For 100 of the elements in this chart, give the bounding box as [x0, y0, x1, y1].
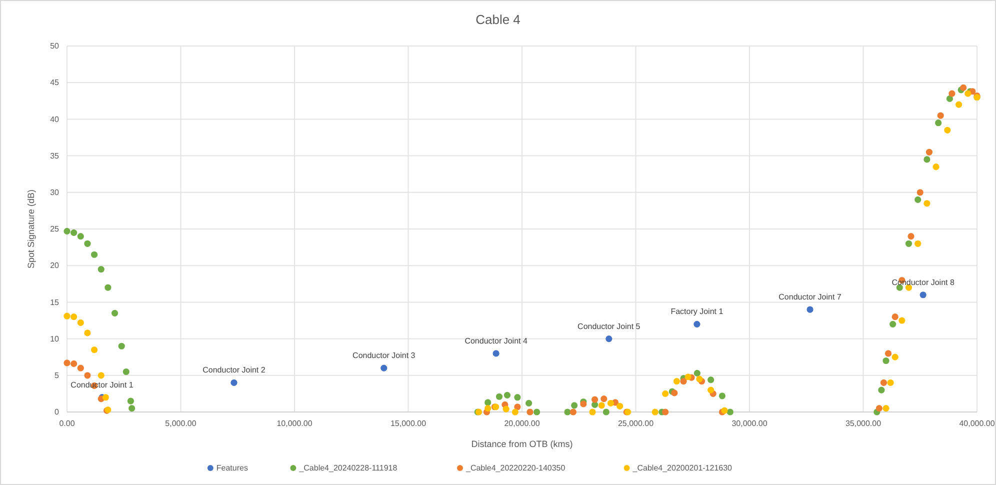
point — [878, 386, 885, 394]
y-tick-label: 25 — [50, 224, 60, 234]
point — [514, 404, 521, 410]
y-tick-label: 40 — [50, 114, 60, 124]
point — [571, 402, 578, 409]
point — [70, 229, 78, 236]
point — [898, 317, 906, 324]
annotation: Conductor Joint 3 — [352, 351, 416, 360]
point — [946, 95, 953, 102]
point — [580, 400, 587, 408]
point — [937, 112, 944, 119]
point — [652, 408, 658, 416]
y-tick-label: 0 — [54, 408, 60, 417]
point — [892, 354, 898, 360]
point — [616, 402, 624, 410]
point — [680, 378, 687, 385]
point — [882, 357, 890, 364]
point — [70, 314, 78, 320]
point — [726, 408, 734, 416]
point — [502, 406, 510, 412]
point — [892, 314, 898, 320]
point — [111, 310, 118, 316]
point — [484, 405, 492, 412]
point — [607, 400, 614, 407]
point — [662, 408, 669, 416]
point — [526, 400, 532, 407]
chart-title: Cable 4 — [476, 12, 520, 27]
point — [127, 398, 134, 404]
point — [128, 405, 136, 412]
x-tick-label: 20,000.00 — [504, 419, 540, 428]
point — [77, 233, 84, 240]
point — [484, 399, 492, 406]
point — [118, 342, 125, 350]
point — [592, 396, 598, 403]
point — [380, 364, 388, 372]
point — [684, 374, 692, 380]
point — [694, 320, 700, 328]
point — [882, 405, 890, 412]
point — [932, 163, 940, 170]
y-tick-label: 15 — [50, 298, 60, 307]
point — [514, 394, 521, 401]
point — [908, 233, 914, 240]
point — [84, 372, 91, 379]
point — [914, 196, 922, 204]
x-tick-label: 30,000.00 — [732, 419, 768, 428]
point — [948, 90, 956, 97]
y-tick-label: 35 — [50, 151, 60, 160]
point — [77, 364, 84, 372]
point — [64, 312, 70, 320]
point — [70, 360, 78, 367]
point — [887, 379, 894, 386]
point — [600, 396, 608, 402]
x-tick-label: 25,000.00 — [618, 419, 654, 428]
point — [512, 408, 518, 416]
point — [880, 379, 888, 386]
point — [721, 407, 728, 414]
point — [924, 156, 930, 163]
point — [960, 84, 967, 92]
point — [570, 408, 576, 416]
point — [102, 394, 109, 401]
point — [876, 405, 882, 412]
point — [924, 200, 930, 207]
annotation: Conductor Joint 5 — [578, 322, 641, 331]
annotation: Conductor Joint 7 — [778, 292, 842, 302]
point — [84, 240, 91, 247]
annotation: Conductor Joint 4 — [464, 336, 528, 346]
point — [602, 408, 610, 416]
point — [956, 101, 962, 108]
point — [884, 350, 892, 357]
point — [673, 378, 680, 385]
y-tick-label: 50 — [50, 42, 60, 51]
point — [84, 330, 91, 336]
point — [662, 390, 669, 397]
point — [122, 368, 130, 376]
x-tick-label: 5,000.00 — [165, 419, 197, 428]
point — [914, 240, 922, 247]
annotation: Conductor Joint 2 — [202, 366, 266, 375]
y-tick-label: 45 — [50, 78, 60, 88]
point — [504, 392, 511, 398]
y-tick-label: 5 — [54, 370, 60, 380]
point — [806, 306, 814, 313]
point — [890, 320, 896, 328]
point — [526, 408, 534, 416]
annotation: Factory Joint 1 — [670, 307, 724, 316]
point — [64, 360, 70, 366]
point — [944, 126, 951, 134]
point — [230, 379, 238, 386]
y-axis-title: Spot Signature (dB) — [26, 189, 36, 269]
x-axis-title: Distance from OTB (kms) — [471, 439, 573, 449]
legend-label: Features — [216, 464, 248, 473]
point — [905, 240, 912, 247]
point — [935, 120, 942, 126]
point — [104, 284, 112, 291]
point — [606, 336, 612, 342]
point — [91, 346, 98, 354]
x-tick-label: 35,000.00 — [845, 419, 882, 428]
point — [718, 392, 726, 400]
annotation: Conductor Joint 8 — [892, 278, 955, 287]
point — [496, 393, 503, 400]
y-tick-label: 30 — [50, 188, 60, 197]
